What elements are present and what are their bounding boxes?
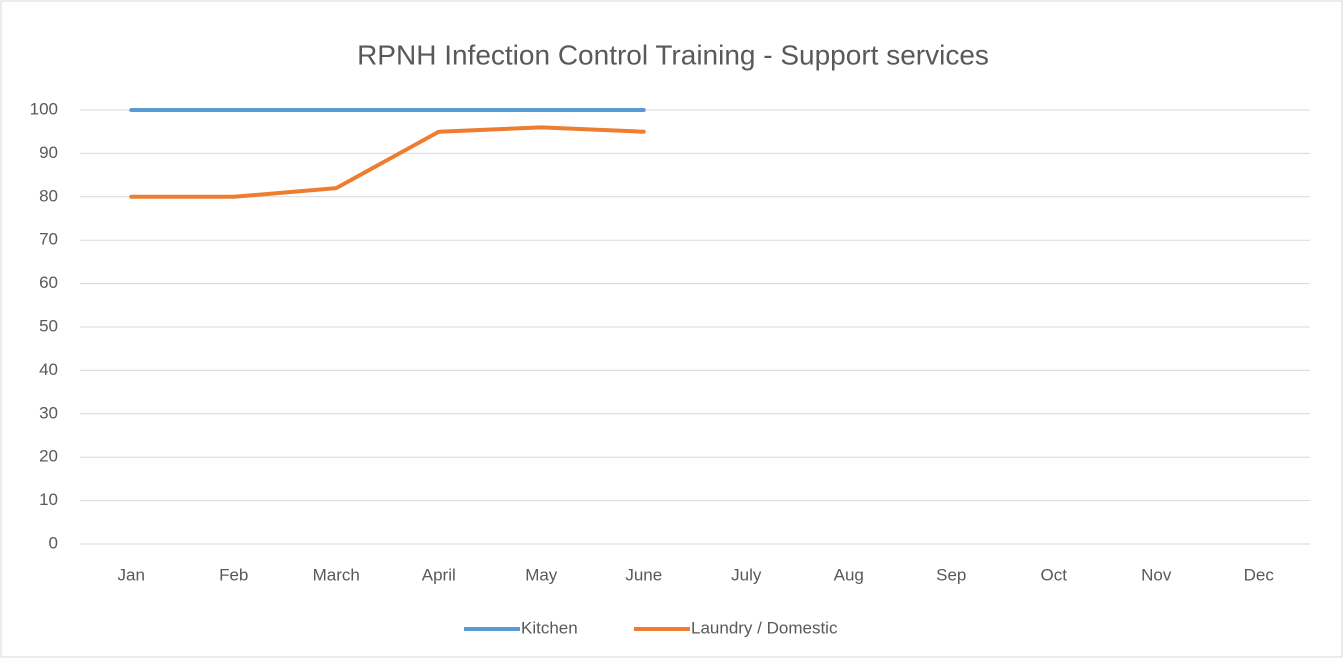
y-tick-label: 80 — [39, 186, 58, 205]
y-tick-label: 60 — [39, 273, 58, 292]
legend-label: Kitchen — [521, 618, 578, 637]
x-tick-label: March — [313, 565, 360, 584]
x-tick-label: May — [525, 565, 558, 584]
y-tick-label: 20 — [39, 447, 58, 466]
line-series — [129, 125, 646, 199]
chart-title: RPNH Infection Control Training - Suppor… — [357, 39, 989, 70]
x-tick-label: Dec — [1244, 565, 1275, 584]
legend-label: Laundry / Domestic — [691, 618, 838, 637]
y-tick-label: 30 — [39, 403, 58, 422]
x-tick-label: Feb — [219, 565, 248, 584]
y-tick-label: 40 — [39, 360, 58, 379]
y-tick-label: 90 — [39, 143, 58, 162]
x-tick-label: Sep — [936, 565, 966, 584]
y-tick-label: 50 — [39, 316, 58, 335]
x-tick-label: Oct — [1041, 565, 1068, 584]
x-tick-label: Jan — [118, 565, 145, 584]
x-tick-label: Nov — [1141, 565, 1172, 584]
y-tick-label: 70 — [39, 230, 58, 249]
x-tick-label: April — [422, 565, 456, 584]
y-tick-label: 0 — [49, 533, 58, 552]
y-tick-label: 100 — [30, 99, 58, 118]
x-tick-label: July — [731, 565, 762, 584]
x-tick-label: Aug — [834, 565, 864, 584]
y-tick-label: 10 — [39, 490, 58, 509]
x-tick-label: June — [625, 565, 662, 584]
